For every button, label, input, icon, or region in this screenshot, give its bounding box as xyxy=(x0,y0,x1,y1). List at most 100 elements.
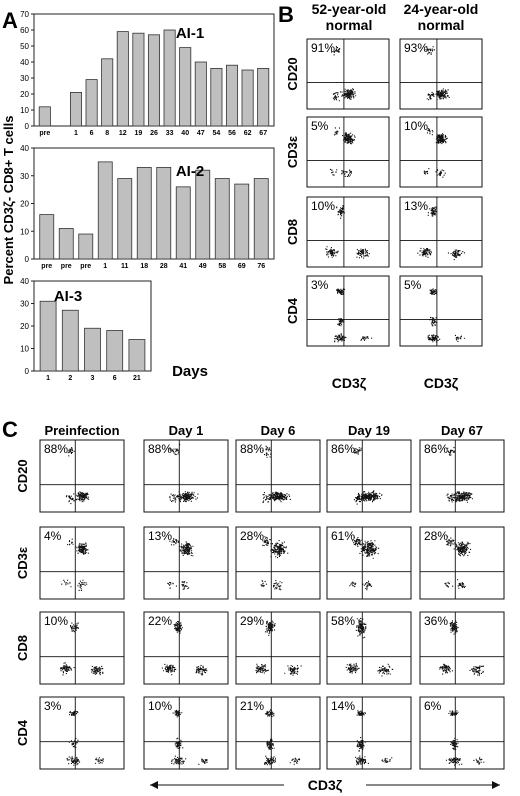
event-dots xyxy=(60,622,104,676)
event-dots xyxy=(65,447,90,505)
flow-plot-c: 86% xyxy=(326,439,412,513)
flow-plot-c: 88% xyxy=(143,439,229,513)
chart-title: AI-3 xyxy=(54,288,82,305)
bar xyxy=(147,34,161,127)
event-dots xyxy=(264,709,301,766)
y-tick-label: 10 xyxy=(20,345,29,354)
quadrant-percentage: 10% xyxy=(44,614,68,628)
x-axis-label: CD3ζ xyxy=(308,777,343,793)
bar xyxy=(136,167,152,260)
y-tick-label: 20 xyxy=(20,90,29,99)
quadrant-percentage: 6% xyxy=(424,699,442,713)
y-tick-label: 50 xyxy=(20,42,29,51)
quadrant-percentage: 36% xyxy=(424,614,448,628)
bar xyxy=(163,29,176,127)
y-tick-label: 0 xyxy=(25,255,30,264)
plot-frame xyxy=(235,439,321,513)
bar xyxy=(257,68,270,127)
bar xyxy=(106,330,124,372)
quadrant-percentage: 13% xyxy=(148,529,172,543)
plot-frame xyxy=(235,526,321,600)
quadrant-percentage: 14% xyxy=(331,699,355,713)
quadrant-percentage: 10% xyxy=(311,199,335,213)
flow-plot-c: 10% xyxy=(143,696,229,770)
x-tick-label: 47 xyxy=(197,130,205,137)
x-tick-label: 49 xyxy=(199,263,207,270)
plot-frame xyxy=(33,147,275,260)
event-dots xyxy=(329,127,356,177)
x-tick-label: pre xyxy=(80,263,91,270)
arrow-left-icon xyxy=(150,781,158,789)
quadrant-percentage: 86% xyxy=(424,442,448,456)
x-tick-label: 6 xyxy=(113,375,117,382)
column-header: Day 6 xyxy=(261,423,296,438)
bar xyxy=(194,61,207,127)
quadrant-percentage: 88% xyxy=(240,442,264,456)
y-tick-label: 30 xyxy=(20,300,29,309)
event-dots xyxy=(353,447,383,505)
x-tick-label: 12 xyxy=(119,130,127,137)
flow-plot-b: 5% xyxy=(399,275,483,347)
bar xyxy=(128,339,146,372)
flow-plot-b: 10% xyxy=(399,116,483,188)
event-dots xyxy=(446,447,473,503)
bar xyxy=(156,167,172,260)
event-dots xyxy=(423,128,448,178)
x-tick-label: 40 xyxy=(181,130,189,137)
x-tick-label: 58 xyxy=(218,263,226,270)
event-dots xyxy=(445,710,485,766)
bar-chart-ai-3: 0 10 20 30 40 1 2 3 6 21 AI-3 xyxy=(20,277,152,382)
bar xyxy=(241,69,254,127)
x-tick-label: 56 xyxy=(228,130,236,137)
y-tick-label: 10 xyxy=(20,106,29,115)
column-header: Day 1 xyxy=(169,423,204,438)
flow-plot-b: 91% xyxy=(306,38,390,110)
x-tick-label: pre xyxy=(41,263,52,270)
bar xyxy=(210,68,223,127)
event-dots xyxy=(349,536,380,591)
bar xyxy=(97,161,113,260)
x-axis-label: Days xyxy=(172,363,208,380)
flow-plot-c: 29% xyxy=(235,611,321,685)
plot-frame xyxy=(235,696,321,770)
x-tick-label: 1 xyxy=(46,375,50,382)
x-tick-label: 41 xyxy=(179,263,187,270)
flow-plot-c: 28% xyxy=(235,526,321,600)
flow-plot-c: 13% xyxy=(143,526,229,600)
panel-c: Preinfection Day 1 Day 6 Day 19 Day 67 CD20 88… xyxy=(15,423,505,793)
x-tick-label: 21 xyxy=(133,375,141,382)
y-tick-label: 60 xyxy=(20,26,29,35)
quadrant-percentage: 58% xyxy=(331,614,355,628)
quadrant-percentage: 21% xyxy=(240,699,264,713)
x-tick-label: 6 xyxy=(90,130,94,137)
x-tick-label: 33 xyxy=(166,130,174,137)
bar xyxy=(132,32,145,127)
column-header: Day 19 xyxy=(348,423,390,438)
bar xyxy=(58,228,74,260)
plot-frame xyxy=(419,611,505,685)
quadrant-percentage: 93% xyxy=(404,41,428,55)
y-tick-label: 40 xyxy=(20,58,29,67)
plot-frame xyxy=(306,116,390,188)
flow-plot-c: 21% xyxy=(235,696,321,770)
plot-frame xyxy=(399,196,483,268)
row-label: CD4 xyxy=(15,719,30,746)
y-tick-label: 10 xyxy=(20,227,29,236)
x-tick-label: 28 xyxy=(160,263,168,270)
x-tick-label: 54 xyxy=(213,130,221,137)
x-tick-label: 69 xyxy=(238,263,246,270)
event-dots xyxy=(355,710,393,766)
flow-plot-c: 10% xyxy=(39,611,125,685)
row-label: CD20 xyxy=(15,459,30,492)
chart-title: AI-2 xyxy=(176,163,204,180)
quadrant-percentage: 13% xyxy=(404,199,428,213)
plot-frame xyxy=(235,611,321,685)
plot-frame xyxy=(306,196,390,268)
row-label: CD3ε xyxy=(285,136,300,168)
column-header: Preinfection xyxy=(44,423,119,438)
y-tick-label: 20 xyxy=(20,200,29,209)
event-dots xyxy=(167,538,194,590)
plot-frame xyxy=(326,611,412,685)
y-tick-label: 30 xyxy=(20,74,29,83)
quadrant-percentage: 10% xyxy=(404,119,428,133)
